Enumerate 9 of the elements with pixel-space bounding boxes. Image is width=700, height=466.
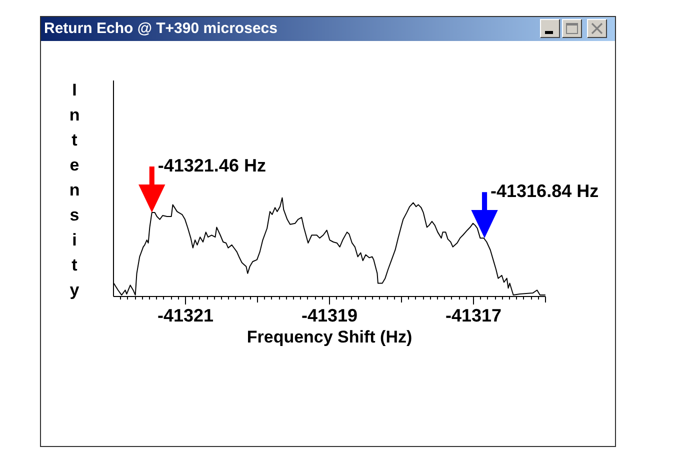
x-tick-label: -41319 bbox=[301, 306, 358, 326]
annotation: -41321.46 Hz bbox=[158, 156, 266, 176]
chart-title: Return Echo @ T+390 microsecs bbox=[44, 20, 278, 38]
x-axis-title: Frequency Shift (Hz) bbox=[246, 328, 412, 346]
annotation: -41316.84 Hz bbox=[490, 181, 599, 202]
title-bar: Return Echo @ T+390 microsecs bbox=[41, 17, 615, 41]
text: Intensity bbox=[69, 80, 80, 300]
x-tick-label: -41321 bbox=[157, 306, 214, 326]
x-tick-label: -41317 bbox=[445, 306, 502, 326]
